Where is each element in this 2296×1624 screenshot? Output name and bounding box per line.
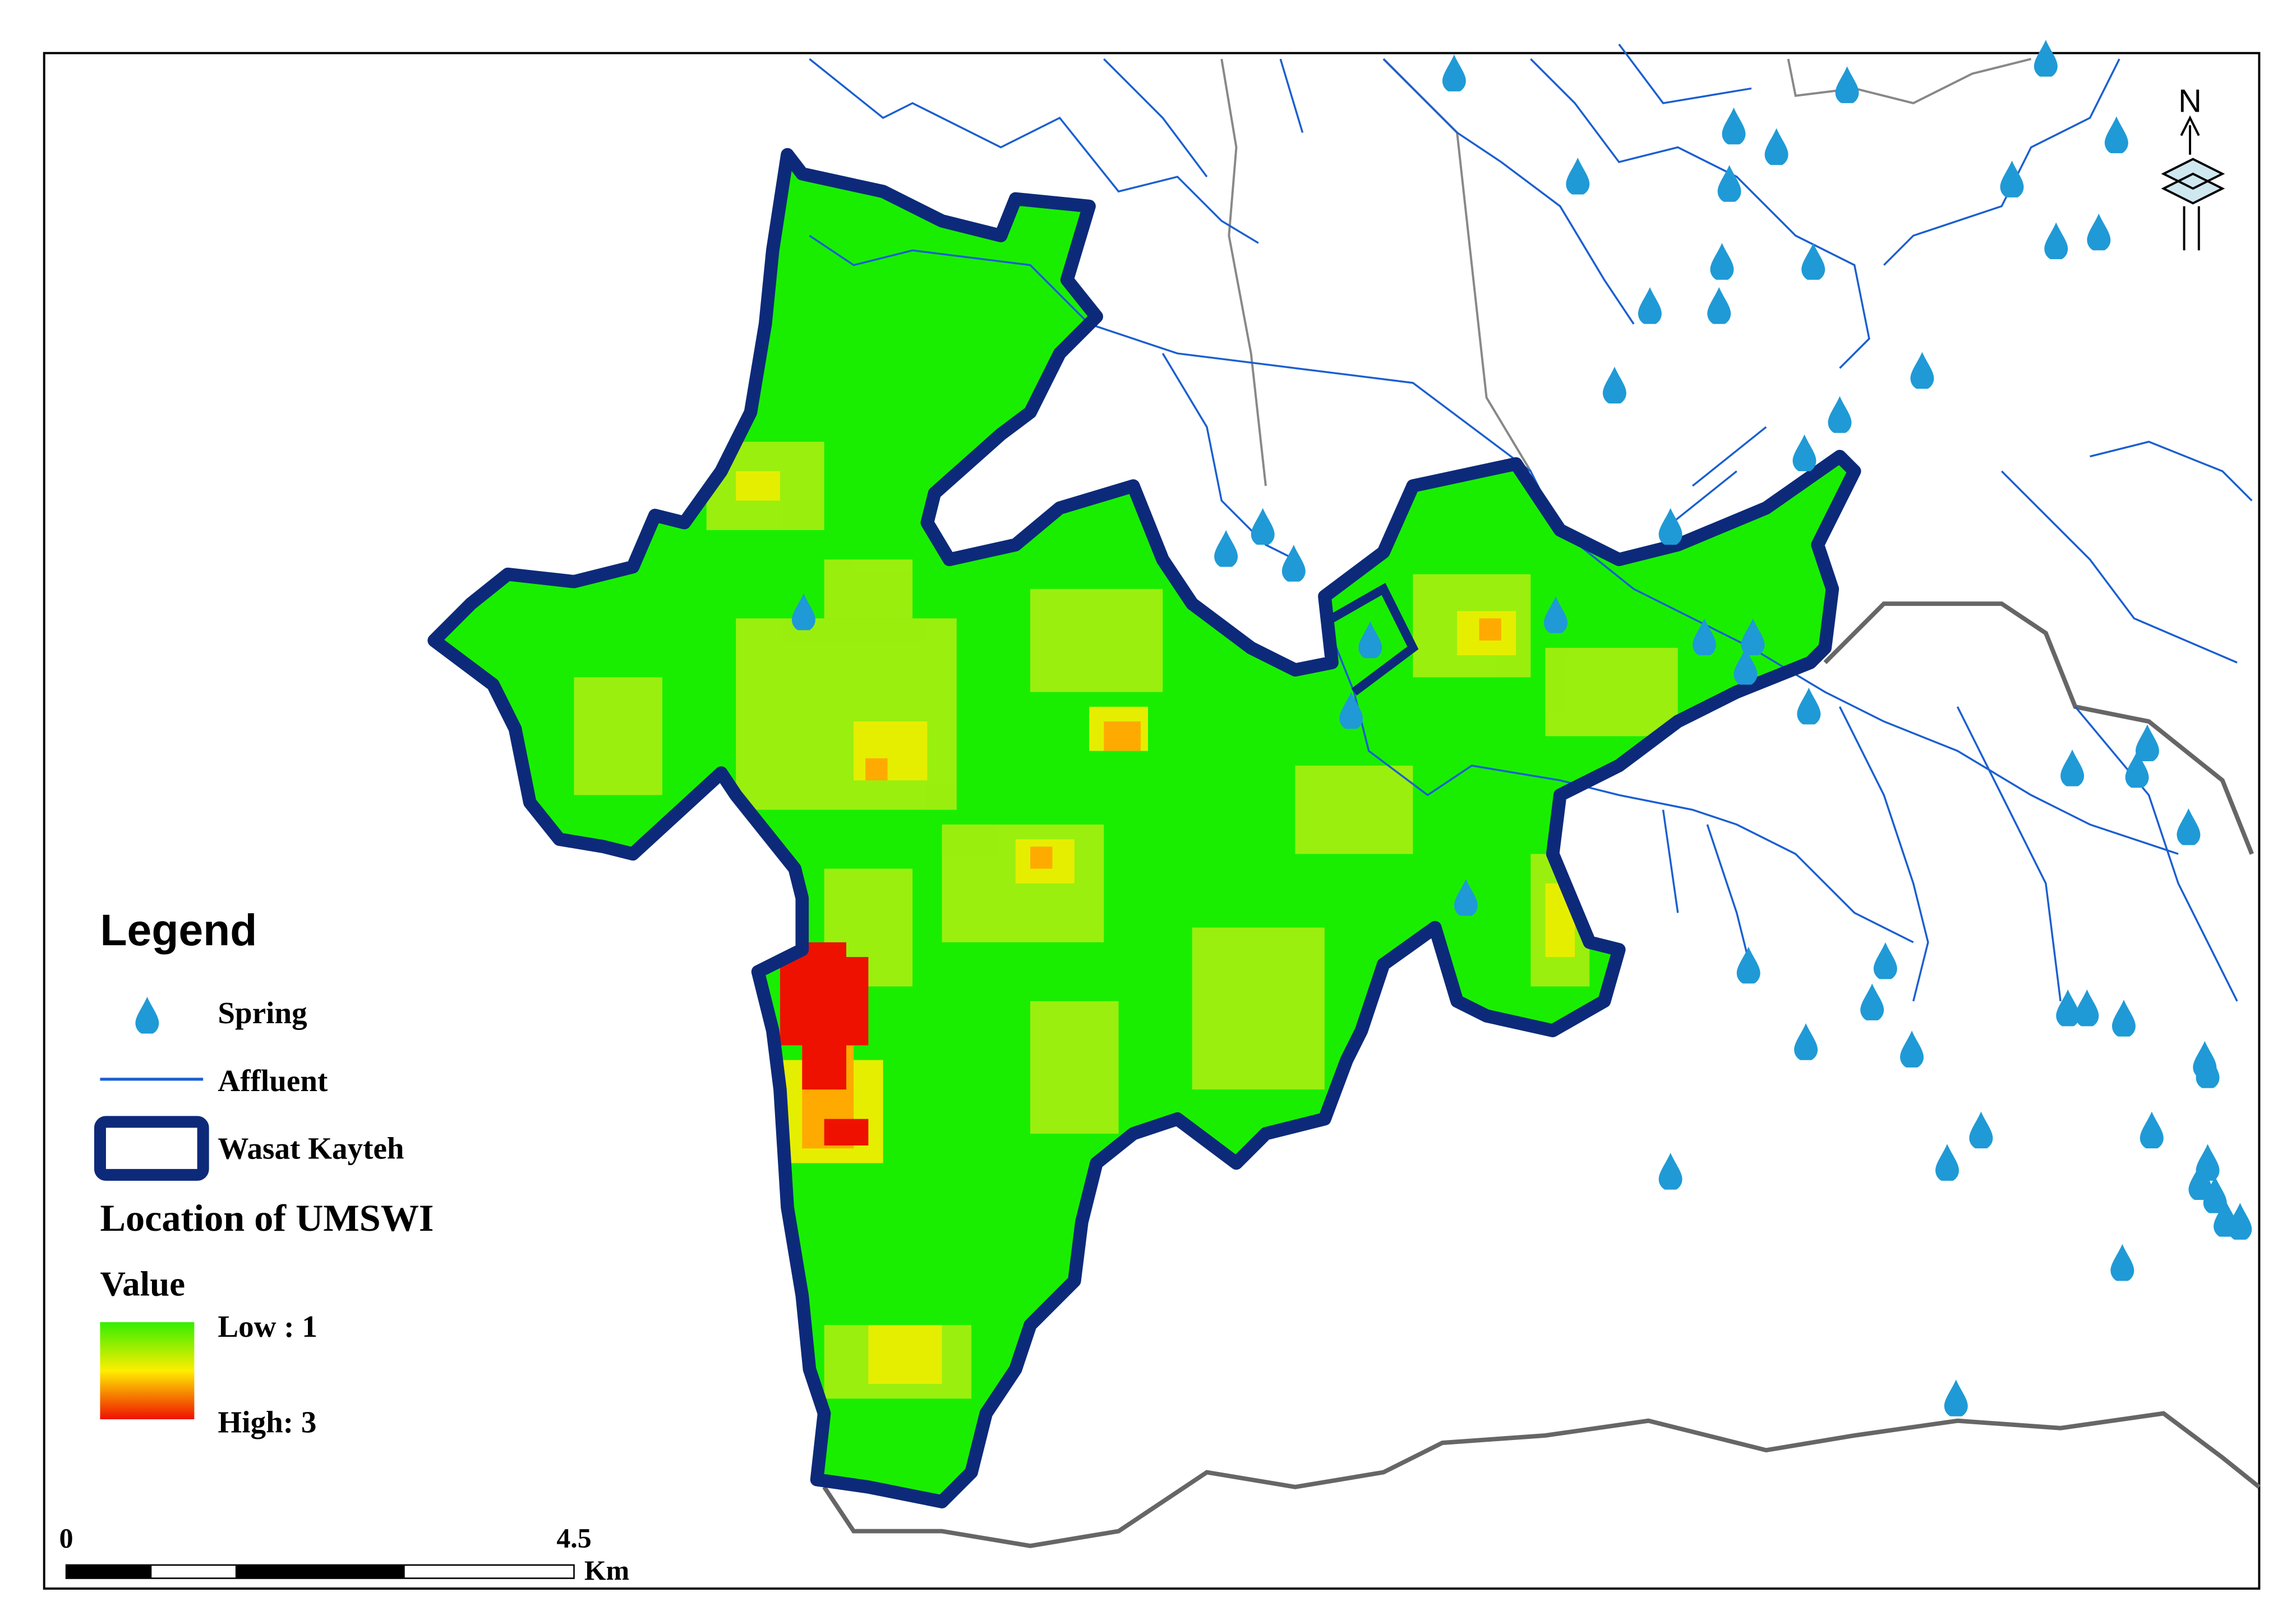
legend-low: Low : 1 <box>218 1309 317 1344</box>
spring <box>2034 40 2058 77</box>
admin-boundaries-main <box>822 601 2261 1548</box>
legend-title: Legend <box>100 905 257 955</box>
legend-boundary-symbol <box>94 1116 209 1181</box>
legend-high: High: 3 <box>218 1405 316 1439</box>
affluents <box>809 43 2253 1002</box>
inner-boundary <box>1330 582 1419 696</box>
legend: Legend Spring Affluent Wasat Kayteh Loca… <box>94 905 434 1439</box>
legend-ramp <box>100 1322 195 1420</box>
north-label: N <box>2178 84 2202 119</box>
legend-spring: Spring <box>218 996 307 1030</box>
legend-value-title: Value <box>100 1264 185 1304</box>
scale-end: 4.5 <box>556 1522 591 1553</box>
legend-layer-title: Location of UMSWI <box>100 1197 434 1239</box>
legend-boundary: Wasat Kayteh <box>218 1131 404 1166</box>
north-arrow: N <box>2161 84 2225 251</box>
legend-affluent: Affluent <box>218 1064 328 1098</box>
scale-bar: 0 4.5 Km <box>59 1522 630 1586</box>
scale-unit: Km <box>584 1555 629 1586</box>
scale-start: 0 <box>59 1522 73 1553</box>
